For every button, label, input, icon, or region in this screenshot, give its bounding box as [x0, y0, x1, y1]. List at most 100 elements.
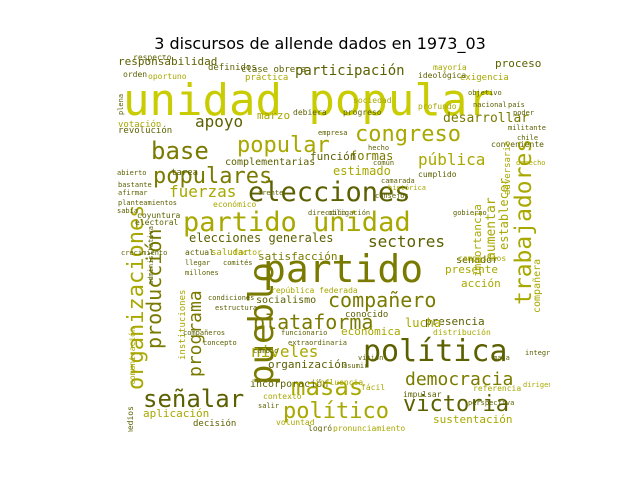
- cloud-word: compañera: [532, 259, 543, 313]
- cloud-word: medios: [126, 406, 135, 432]
- cloud-word: decisión: [193, 418, 236, 429]
- cloud-word: producción: [142, 229, 166, 349]
- word-cloud: unidad popular partido elecciones partido u…: [113, 55, 550, 432]
- cloud-word: consejos: [375, 192, 409, 200]
- cloud-word: niveles: [251, 342, 318, 361]
- cloud-word: distribución: [433, 327, 491, 337]
- cloud-word: impulsar: [403, 390, 442, 399]
- cloud-word: salir: [258, 402, 279, 410]
- cloud-word: sustentación: [433, 413, 512, 426]
- cloud-word: lucha: [405, 316, 441, 330]
- cloud-word: millones: [185, 269, 219, 277]
- cloud-word: histórica: [388, 184, 426, 192]
- cloud-word: adversario: [503, 141, 513, 195]
- cloud-word: obligación: [328, 209, 370, 217]
- cloud-word: cambio: [253, 347, 278, 355]
- cloud-word: cumplido: [418, 170, 457, 179]
- cloud-word: afirmar: [118, 189, 148, 197]
- cloud-word: económico: [213, 199, 257, 209]
- cloud-word: pública: [418, 150, 485, 169]
- cloud-word: programa: [185, 290, 206, 377]
- cloud-word: participación: [295, 63, 405, 79]
- cloud-word: pronunciamiento: [333, 424, 405, 432]
- cloud-word: condiciones: [208, 294, 254, 302]
- cloud-word: perspectiva: [468, 399, 514, 407]
- cloud-word: compañeros: [183, 329, 225, 337]
- cloud-word: plataforma: [253, 310, 373, 334]
- cloud-word: satisfacción: [258, 250, 337, 263]
- cloud-word: debiera: [293, 108, 327, 117]
- cloud-word: factor: [233, 248, 262, 257]
- cloud-word: formas: [350, 149, 393, 163]
- cloud-word: orden: [123, 70, 147, 79]
- cloud-word: clase obrera: [241, 65, 306, 75]
- cloud-word: respecto: [133, 55, 172, 62]
- cloud-word: integra: [525, 349, 550, 357]
- cloud-word: congreso: [355, 122, 461, 147]
- cloud-word: fácil: [361, 383, 385, 392]
- cloud-word: asumir: [343, 362, 368, 370]
- cloud-word: elecciones generales: [189, 231, 334, 245]
- cloud-word: sectores: [368, 232, 445, 251]
- cloud-word: dirigente: [523, 381, 550, 389]
- cloud-word: democracia: [405, 369, 513, 390]
- cloud-word: instituciones: [178, 290, 188, 360]
- cloud-word: señalar: [143, 385, 244, 413]
- cloud-word: visión: [358, 354, 383, 362]
- cloud-word: partido: [263, 247, 423, 291]
- cloud-word: elecciones: [248, 177, 411, 208]
- cloud-word: llegar: [185, 259, 210, 267]
- cloud-word: actual: [185, 248, 214, 257]
- cloud-word: presencia: [425, 315, 485, 328]
- cloud-word: objetivo: [468, 89, 502, 97]
- cloud-word: coyuntura: [137, 211, 181, 220]
- cloud-word: popular: [237, 133, 330, 158]
- cloud-word: apoyo: [195, 112, 243, 131]
- page-title: 3 discursos de allende dados en 1973_03: [154, 34, 486, 53]
- cloud-word: hecho: [368, 144, 389, 152]
- cloud-word: socialismo: [256, 295, 316, 306]
- cloud-word: camarada: [381, 177, 415, 185]
- cloud-word: frente: [258, 189, 283, 197]
- cloud-word: definidos: [208, 63, 257, 73]
- cloud-word: plena: [117, 94, 125, 115]
- cloud-word: nacional: [473, 101, 507, 109]
- cloud-word: masas: [291, 373, 363, 401]
- cloud-word: presente: [445, 263, 498, 276]
- cloud-word: marzo: [257, 109, 290, 122]
- cloud-word: política: [363, 334, 508, 369]
- cloud-word: electoral: [135, 218, 179, 227]
- cloud-word: crecimiento: [121, 249, 167, 257]
- cloud-word: extraordinaria: [288, 339, 347, 347]
- cloud-word: mayoría: [433, 63, 467, 72]
- cloud-word: práctica: [245, 73, 288, 83]
- cloud-word: revolución: [118, 125, 172, 136]
- cloud-word: tarea: [171, 168, 198, 178]
- cloud-word: campesinos: [458, 254, 506, 263]
- cloud-word: político: [283, 399, 389, 424]
- cloud-word: derecho: [516, 159, 546, 167]
- cloud-word: organizaciones: [124, 205, 149, 390]
- cloud-word: partido unidad: [183, 207, 411, 238]
- cloud-word: desarrollar: [443, 111, 529, 126]
- cloud-word: progreso: [343, 108, 382, 117]
- cloud-word: exigencia: [460, 73, 509, 83]
- cloud-word: pueblo: [242, 262, 282, 385]
- cloud-word: fuerzas: [169, 182, 236, 201]
- cloud-word: funcionario: [281, 329, 327, 337]
- cloud-word: sociedad: [353, 96, 392, 105]
- cloud-word: populares: [153, 164, 272, 189]
- cloud-word: país: [508, 101, 525, 109]
- cloud-word: profundo: [418, 102, 457, 111]
- cloud-word: incorporación: [250, 378, 328, 390]
- cloud-word: senador: [456, 255, 498, 266]
- cloud-word: votación: [118, 119, 161, 130]
- cloud-word: común: [373, 159, 394, 167]
- cloud-word: gobierno: [453, 209, 487, 217]
- cloud-word: conveniente: [491, 140, 544, 149]
- cloud-word: saludar: [211, 248, 250, 258]
- cloud-word: unidad popular: [123, 75, 494, 126]
- cloud-word: contexto: [263, 392, 302, 401]
- cloud-word: estimado: [333, 164, 391, 178]
